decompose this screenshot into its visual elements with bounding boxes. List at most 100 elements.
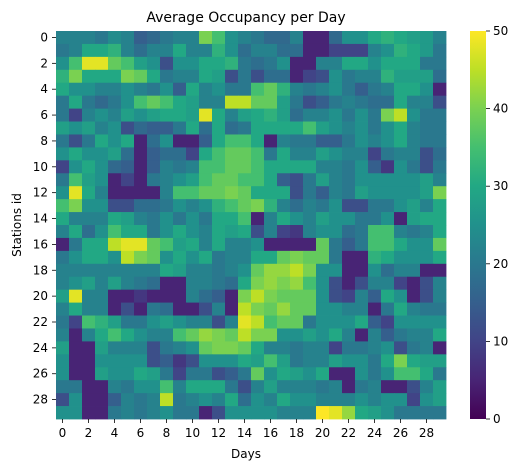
heatmap-cell xyxy=(82,43,96,58)
heatmap-cell xyxy=(303,56,317,71)
heatmap-cell xyxy=(225,406,239,420)
heatmap-cell xyxy=(121,302,135,316)
heatmap-cell xyxy=(433,263,447,278)
heatmap-cell xyxy=(173,186,187,200)
heatmap-cell xyxy=(69,315,83,329)
heatmap-cell xyxy=(56,328,70,342)
heatmap-cell xyxy=(329,212,343,226)
heatmap-cell xyxy=(251,173,265,187)
heatmap-cell xyxy=(394,43,408,58)
heatmap-cell xyxy=(264,69,278,84)
heatmap-cell xyxy=(69,121,83,135)
heatmap-cell xyxy=(95,43,109,58)
heatmap-cell xyxy=(160,380,174,394)
heatmap-cell xyxy=(342,276,356,291)
heatmap-cell xyxy=(264,173,278,187)
heatmap-cell xyxy=(342,199,356,213)
heatmap-cell xyxy=(329,31,343,45)
heatmap-cell xyxy=(420,341,434,355)
heatmap-cell xyxy=(121,69,135,84)
heatmap-cell xyxy=(69,56,83,71)
heatmap-cell xyxy=(316,212,330,226)
heatmap-cell xyxy=(69,276,83,291)
heatmap-cell xyxy=(121,225,135,239)
heatmap-cell xyxy=(329,69,343,84)
heatmap-cell xyxy=(316,160,330,174)
heatmap-cell xyxy=(420,69,434,84)
heatmap-cell xyxy=(277,289,291,303)
heatmap-cell xyxy=(303,315,317,329)
heatmap-cell xyxy=(108,147,122,161)
heatmap-cell xyxy=(225,160,239,174)
heatmap-cell xyxy=(381,95,395,109)
heatmap-cell xyxy=(433,212,447,226)
heatmap-cell xyxy=(160,341,174,355)
heatmap-cell xyxy=(381,237,395,252)
x-tick-label: 8 xyxy=(163,426,171,440)
heatmap-cell xyxy=(277,186,291,200)
heatmap-cell xyxy=(160,147,174,161)
heatmap-cell xyxy=(264,212,278,226)
heatmap-cell xyxy=(420,212,434,226)
heatmap-cell xyxy=(108,56,122,71)
heatmap-cell xyxy=(186,43,200,58)
heatmap-cell xyxy=(251,367,265,381)
heatmap-cell xyxy=(69,82,83,97)
heatmap-cell xyxy=(69,43,83,58)
heatmap-cell xyxy=(82,147,96,161)
heatmap-cell xyxy=(82,380,96,394)
heatmap-cell xyxy=(329,186,343,200)
heatmap-cell xyxy=(225,95,239,109)
heatmap-cell xyxy=(186,406,200,420)
heatmap-cell xyxy=(186,237,200,252)
heatmap-cell xyxy=(420,328,434,342)
heatmap-cell xyxy=(69,328,83,342)
heatmap-cell xyxy=(381,82,395,97)
heatmap-cell xyxy=(303,393,317,407)
heatmap-cell xyxy=(225,121,239,135)
heatmap-cell xyxy=(199,341,213,355)
heatmap-cell xyxy=(121,43,135,58)
heatmap-cell xyxy=(277,225,291,239)
heatmap-cell xyxy=(290,328,304,342)
heatmap-cell xyxy=(342,328,356,342)
heatmap-cell xyxy=(186,160,200,174)
heatmap-cell xyxy=(303,43,317,58)
heatmap-cell xyxy=(95,82,109,97)
heatmap-cell xyxy=(212,95,226,109)
heatmap-cell xyxy=(394,147,408,161)
heatmap-cell xyxy=(121,199,135,213)
heatmap-cell xyxy=(82,328,96,342)
heatmap-cell xyxy=(290,237,304,252)
heatmap-cell xyxy=(173,393,187,407)
heatmap-cell xyxy=(277,95,291,109)
heatmap-cell xyxy=(238,82,252,97)
heatmap-cell xyxy=(95,160,109,174)
heatmap-cell xyxy=(394,302,408,316)
heatmap-cell xyxy=(134,289,148,303)
heatmap-cell xyxy=(290,367,304,381)
heatmap-cell xyxy=(69,354,83,368)
heatmap-cell xyxy=(173,43,187,58)
heatmap-cell xyxy=(160,186,174,200)
heatmap-cell xyxy=(277,263,291,278)
heatmap-cell xyxy=(355,173,369,187)
heatmap-cell xyxy=(407,250,421,265)
heatmap-cell xyxy=(342,380,356,394)
heatmap-cell xyxy=(420,315,434,329)
heatmap-cell xyxy=(69,302,83,316)
heatmap-cells xyxy=(56,31,447,420)
heatmap-cell xyxy=(316,263,330,278)
heatmap-cell xyxy=(69,263,83,278)
heatmap-cell xyxy=(381,354,395,368)
heatmap-cell xyxy=(368,341,382,355)
heatmap-cell xyxy=(290,393,304,407)
heatmap-cell xyxy=(199,69,213,84)
heatmap-cell xyxy=(173,367,187,381)
heatmap-cell xyxy=(420,225,434,239)
heatmap-cell xyxy=(95,134,109,148)
heatmap-cell xyxy=(290,380,304,394)
heatmap-cell xyxy=(355,354,369,368)
heatmap-cell xyxy=(225,341,239,355)
heatmap-cell xyxy=(108,354,122,368)
